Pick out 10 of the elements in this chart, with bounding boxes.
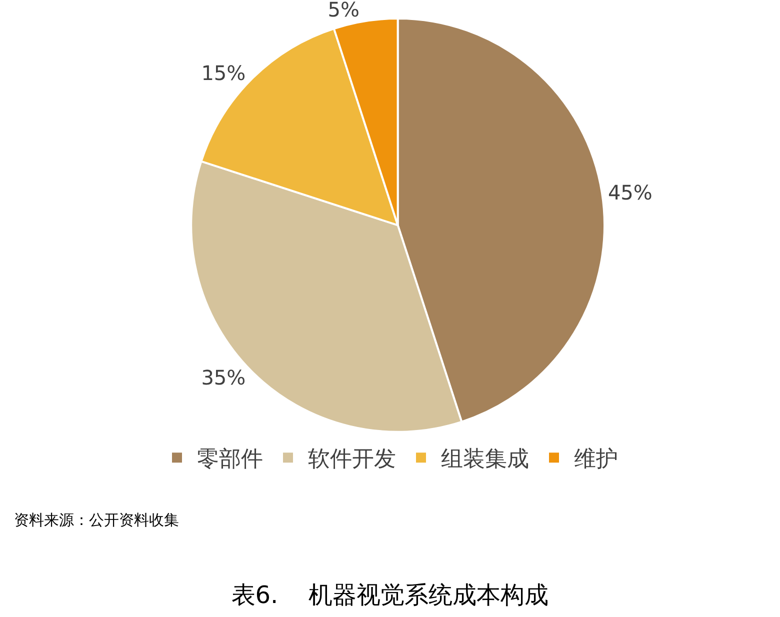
text: 表6. 机器视觉系统成本构成 (231, 581, 549, 610)
legend-label: 组装集成 (441, 447, 529, 472)
data-label: 15% (201, 61, 246, 86)
legend-label: 维护 (574, 447, 618, 472)
data-label: 35% (201, 365, 246, 390)
text: 资料来源：公开资料收集 (14, 511, 179, 529)
legend-label: 软件开发 (308, 447, 396, 472)
data-label: 45% (608, 180, 652, 205)
data-label: 5% (328, 0, 360, 22)
legend-label: 零部件 (197, 447, 263, 472)
